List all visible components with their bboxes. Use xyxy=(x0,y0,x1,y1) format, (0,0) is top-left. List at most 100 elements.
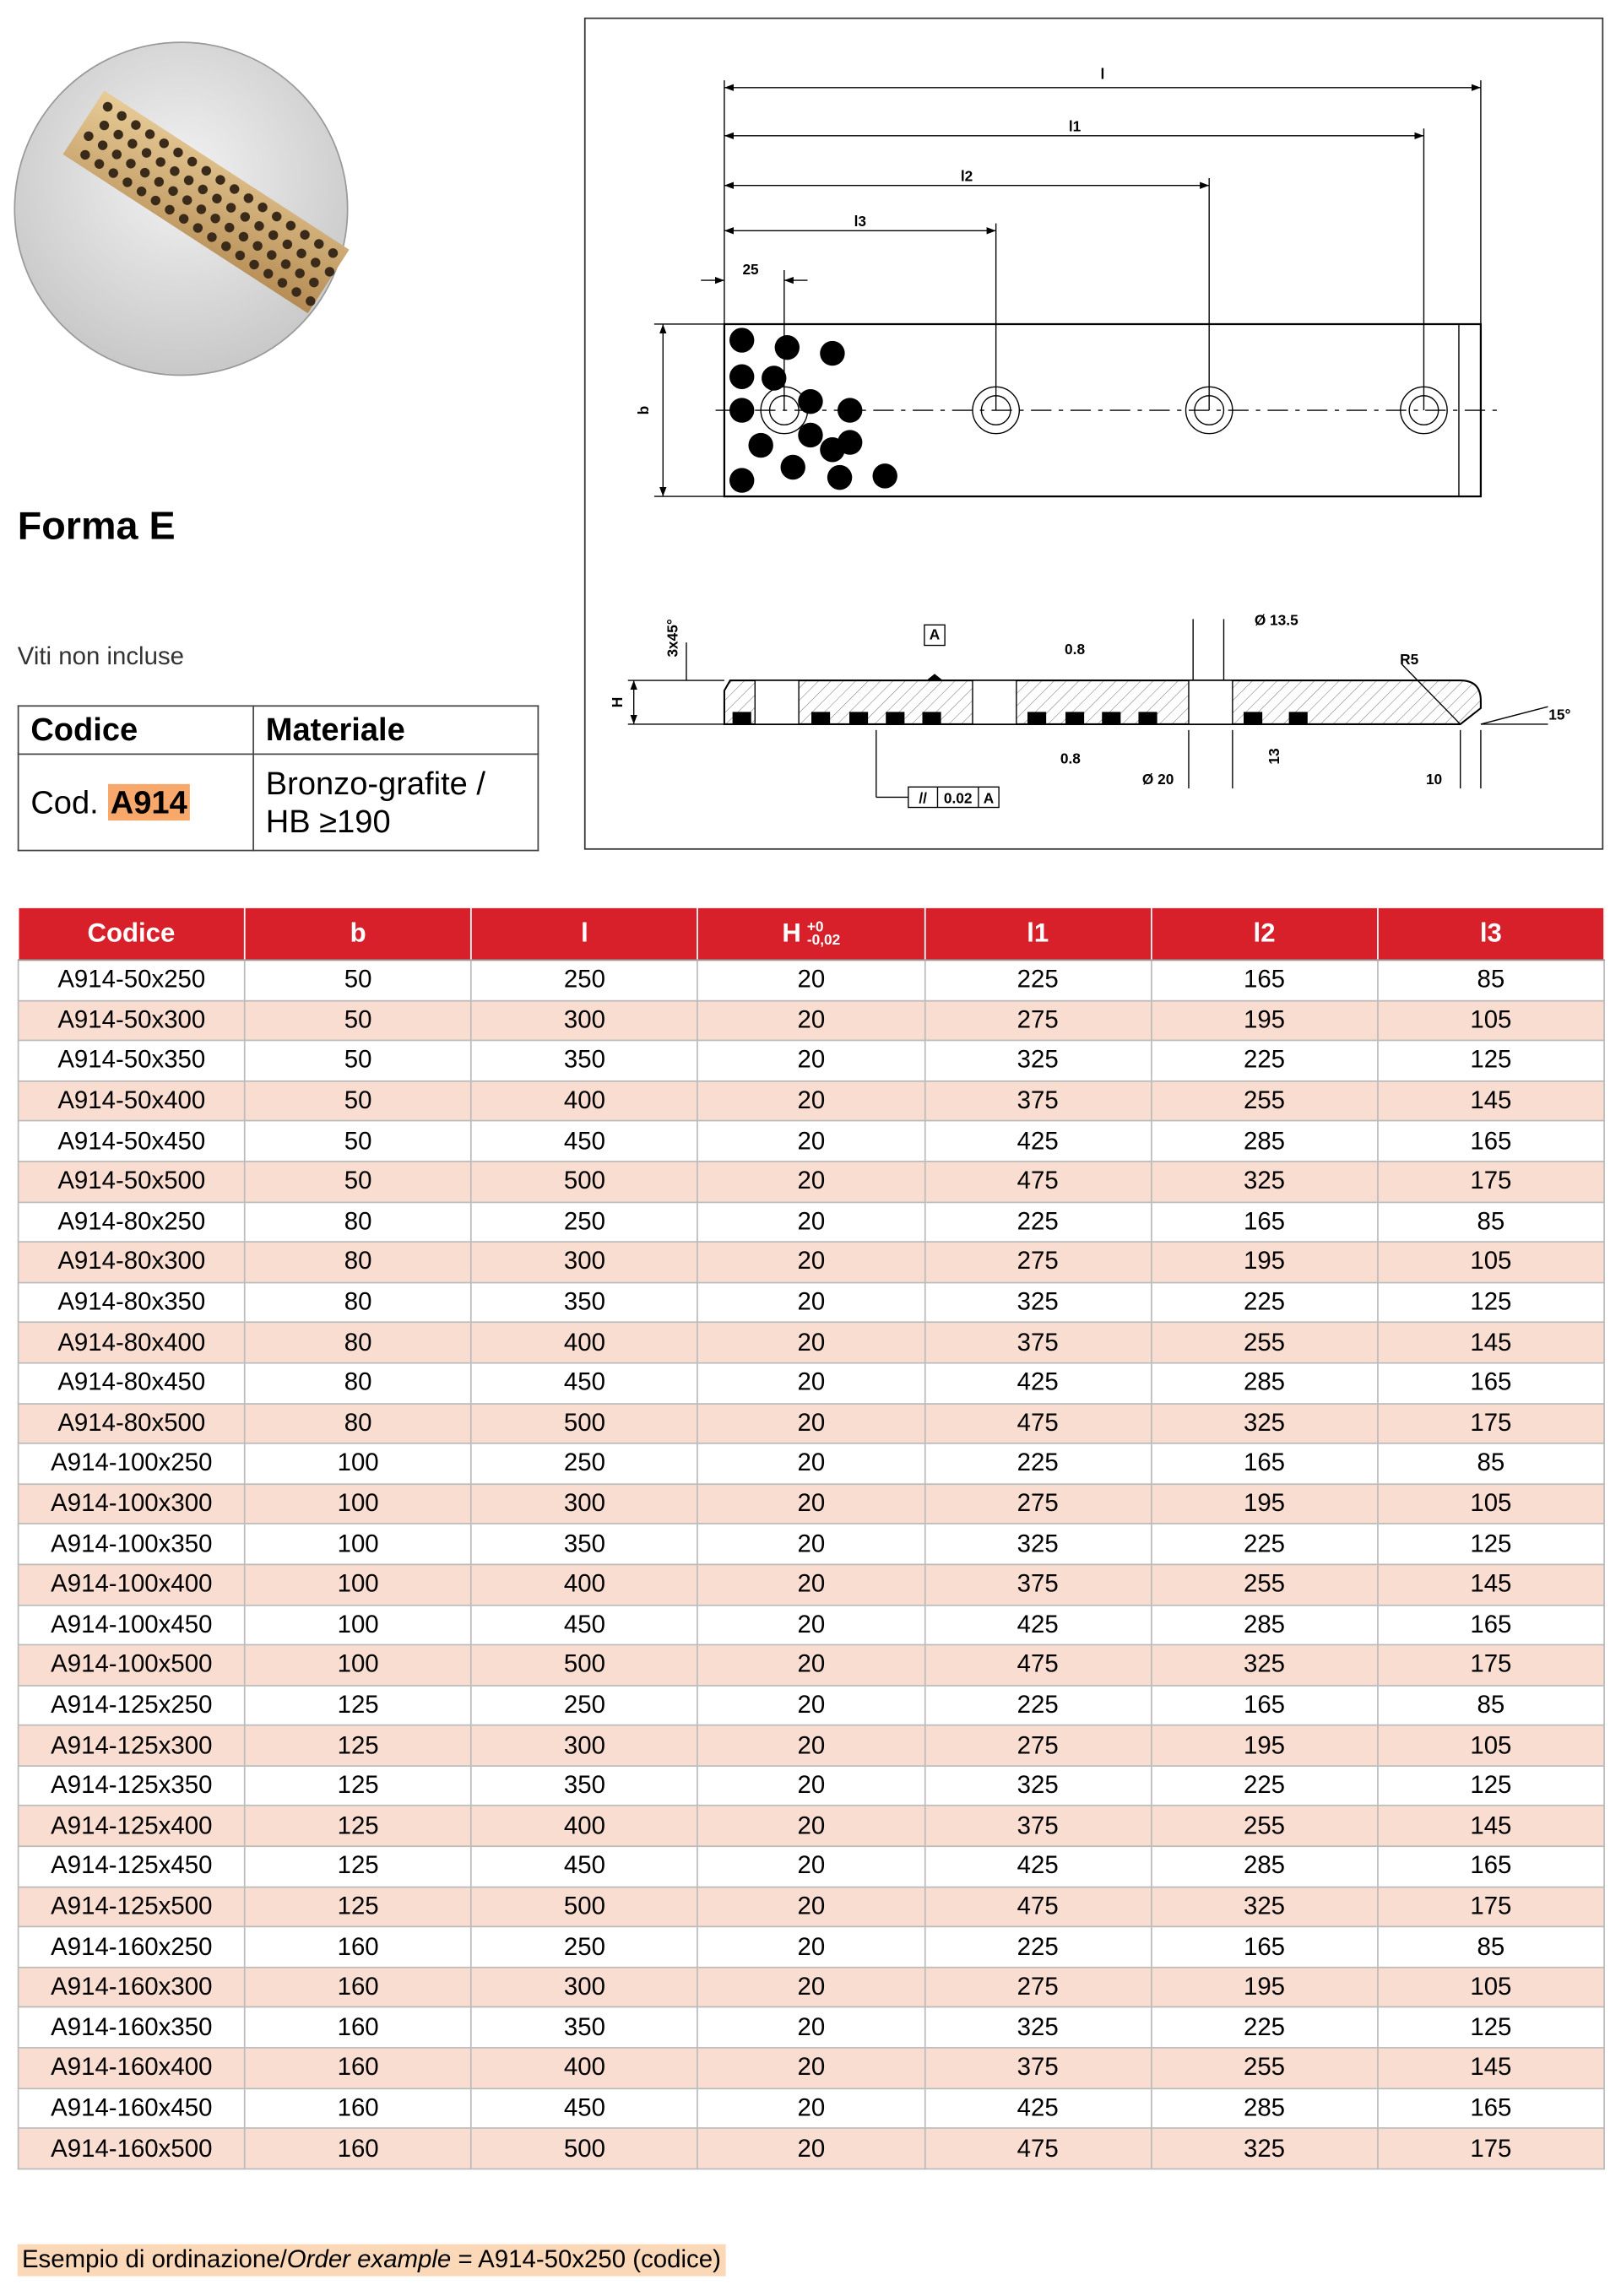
table-cell: 425 xyxy=(924,1845,1152,1887)
table-cell: 20 xyxy=(697,999,925,1042)
table-cell: 350 xyxy=(470,1039,699,1082)
dim: // xyxy=(919,789,927,806)
table-cell: 100 xyxy=(244,1563,473,1606)
dim: R5 xyxy=(1400,651,1418,668)
plug-section xyxy=(1138,712,1157,725)
table-cell: 125 xyxy=(244,1684,473,1726)
graphite-plug xyxy=(229,184,240,194)
graphite-plug xyxy=(187,156,198,167)
table-cell: A914-100x400 xyxy=(17,1563,246,1606)
table-cell: 300 xyxy=(470,1966,699,2009)
table-row: A914-100x350 100 350 20 325 225 125 xyxy=(17,1523,1605,1566)
table-cell: 225 xyxy=(1150,2006,1379,2049)
table-cell: 500 xyxy=(470,1161,699,1203)
graphite-plug xyxy=(108,168,118,178)
table-cell: 160 xyxy=(244,2047,473,2089)
table-row: A914-160x450 160 450 20 425 285 165 xyxy=(17,2087,1605,2130)
table-cell: A914-125x500 xyxy=(17,1886,246,1928)
table-cell: 195 xyxy=(1150,1725,1379,1767)
graphite-plug xyxy=(196,204,207,214)
graphite-plug xyxy=(280,259,291,269)
table-cell: 20 xyxy=(697,1443,925,1485)
table-cell: 250 xyxy=(470,959,699,1001)
graphite-plug xyxy=(309,277,319,288)
table-cell: 50 xyxy=(244,999,473,1042)
table-cell: 50 xyxy=(244,1161,473,1203)
graphite-plug xyxy=(80,149,90,160)
column-header: l2 xyxy=(1151,907,1379,961)
table-row: A914-80x250 80 250 20 225 165 85 xyxy=(17,1200,1605,1243)
table-cell: 250 xyxy=(470,1200,699,1243)
table-cell: 20 xyxy=(697,1925,925,1968)
table-cell: 195 xyxy=(1150,1241,1379,1283)
column-header: l xyxy=(471,907,699,961)
spec-table: Codice Materiale Cod. A914 Bronzo-grafite… xyxy=(17,705,539,852)
graphite-plug xyxy=(314,239,324,249)
table-cell: 350 xyxy=(470,1281,699,1324)
table-cell: 125 xyxy=(244,1845,473,1887)
graphite-plug xyxy=(820,340,845,366)
table-cell: 20 xyxy=(697,1161,925,1203)
graphite-plug xyxy=(798,422,823,448)
table-cell: 165 xyxy=(1376,2087,1605,2130)
table-row: A914-50x350 50 350 20 325 225 125 xyxy=(17,1039,1605,1082)
table-cell: A914-125x350 xyxy=(17,1765,246,1807)
table-cell: 145 xyxy=(1376,1805,1605,1848)
table-cell: 450 xyxy=(470,1120,699,1162)
graphite-plug xyxy=(872,463,897,489)
note: Viti non incluse xyxy=(17,642,185,670)
table-cell: 195 xyxy=(1150,1966,1379,2009)
plug-section xyxy=(1065,712,1085,725)
tolerance-lower: -0,02 xyxy=(806,933,841,950)
graphite-plug xyxy=(144,129,155,139)
table-cell: 105 xyxy=(1376,999,1605,1042)
table-cell: 160 xyxy=(244,2127,473,2169)
table-cell: 20 xyxy=(697,1402,925,1444)
graphite-plug xyxy=(225,222,235,233)
graphite-plug xyxy=(762,366,787,391)
table-cell: 450 xyxy=(470,1362,699,1405)
table-cell: 225 xyxy=(924,1443,1152,1485)
graphite-plug xyxy=(173,147,183,158)
table-cell: 300 xyxy=(470,1725,699,1767)
table-cell: 20 xyxy=(697,1039,925,1082)
dim: A xyxy=(930,626,941,643)
table-row: A914-125x450 125 450 20 425 285 165 xyxy=(17,1845,1605,1887)
table-cell: A914-50x300 xyxy=(17,999,246,1042)
table-cell: 450 xyxy=(470,2087,699,2130)
table-cell: 165 xyxy=(1150,1200,1379,1243)
table-cell: 285 xyxy=(1150,1845,1379,1887)
table-cell: 85 xyxy=(1376,1200,1605,1243)
tolerance-upper: +0 xyxy=(806,920,824,937)
table-cell: 105 xyxy=(1376,1241,1605,1283)
dim: A xyxy=(984,789,995,806)
table-cell: 20 xyxy=(697,1725,925,1767)
table-row: A914-125x350 125 350 20 325 225 125 xyxy=(17,1765,1605,1807)
table-cell: 20 xyxy=(697,1845,925,1887)
table-row: A914-80x350 80 350 20 325 225 125 xyxy=(17,1281,1605,1324)
graphite-plug xyxy=(238,231,249,242)
plug-section xyxy=(811,712,831,725)
table-cell: 225 xyxy=(1150,1765,1379,1807)
table-cell: 285 xyxy=(1150,1362,1379,1405)
table-cell: A914-50x350 xyxy=(17,1039,246,1082)
graphite-plug xyxy=(729,398,755,423)
table-cell: 250 xyxy=(470,1443,699,1485)
table-cell: 225 xyxy=(924,959,1152,1001)
table-cell: 125 xyxy=(1376,1523,1605,1566)
table-cell: 425 xyxy=(924,1362,1152,1405)
graphite-plug xyxy=(127,138,138,149)
table-cell: 80 xyxy=(244,1241,473,1283)
graphite-plug xyxy=(150,195,160,206)
table-cell: A914-160x400 xyxy=(17,2047,246,2089)
plug-section xyxy=(886,712,905,725)
top-view xyxy=(653,80,1497,498)
order-example: Esempio di ordinazione/Order example = A… xyxy=(17,2244,726,2277)
table-cell: 225 xyxy=(924,1684,1152,1726)
graphite-plug xyxy=(729,468,755,493)
table-cell: A914-80x400 xyxy=(17,1321,246,1364)
graphite-plug xyxy=(215,175,225,185)
table-cell: A914-160x300 xyxy=(17,1966,246,2009)
code: A914 xyxy=(107,782,191,820)
table-cell: 50 xyxy=(244,1080,473,1123)
